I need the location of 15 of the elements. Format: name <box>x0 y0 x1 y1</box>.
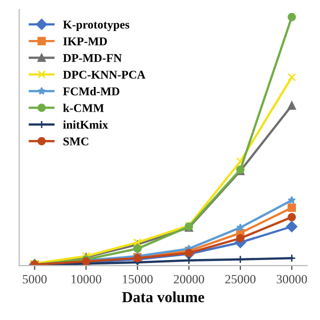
legend-label: FCMd-MD <box>63 87 120 96</box>
x-tick-label: 25000 <box>225 274 256 284</box>
legend-label: IKP-MD <box>63 37 107 46</box>
legend-label: DPC-KNN-PCA <box>63 70 146 79</box>
legend-label: k-CMM <box>63 104 104 112</box>
x-tick-label: 10000 <box>72 274 102 284</box>
legend-label: DP-MD-FN <box>63 54 122 62</box>
x-tick-label: 20000 <box>174 274 204 284</box>
legend-label: K-prototypes <box>63 20 130 32</box>
x-tick-label: 15000 <box>122 274 153 284</box>
legend-label: SMC <box>64 137 88 146</box>
legend-label: initKmix <box>63 120 108 129</box>
x-tick-label: 30000 <box>276 274 307 284</box>
x-tick-label: 5000 <box>22 274 47 284</box>
x-axis-title: Data volume <box>122 292 204 302</box>
